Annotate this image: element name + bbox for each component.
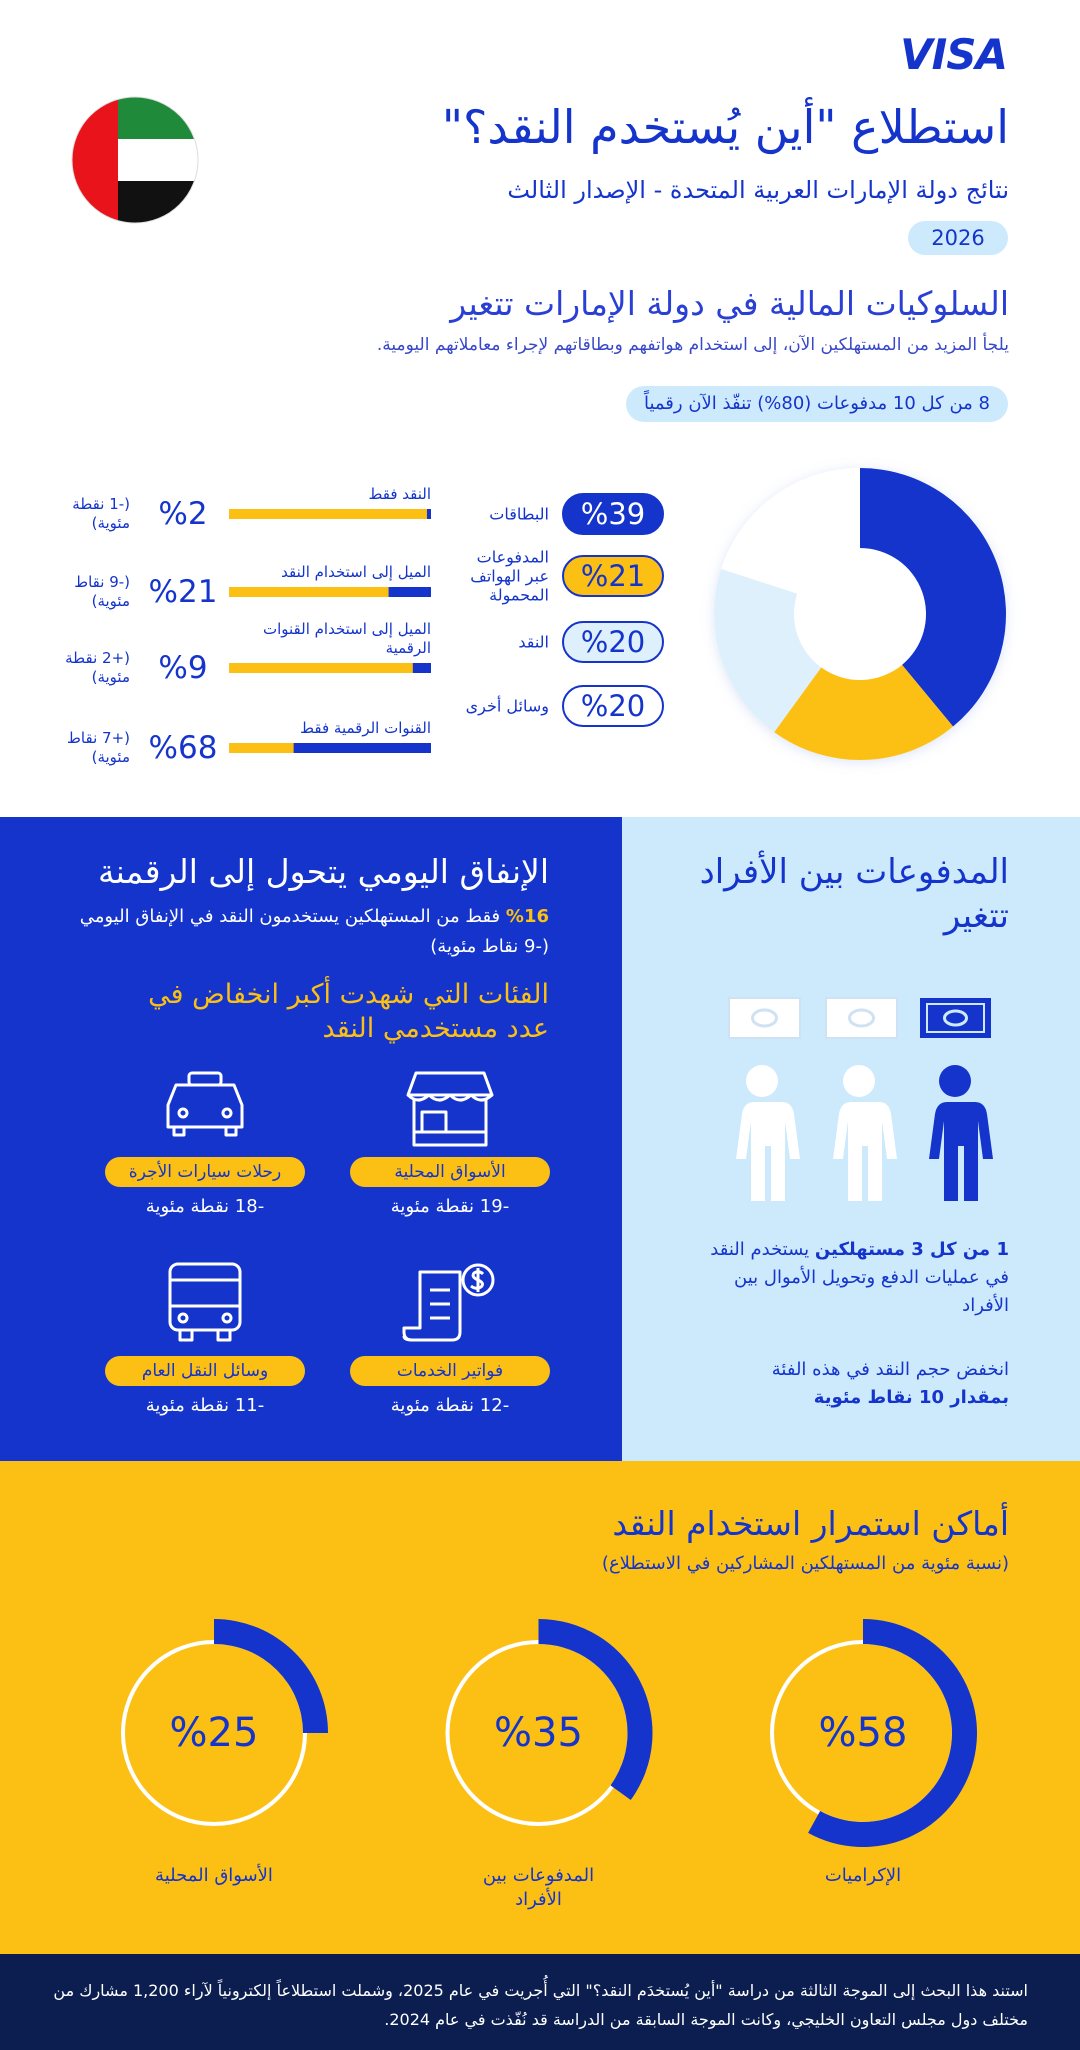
places-panel: [0, 1461, 1080, 1954]
category-change: -11 نقطة مئوية: [145, 1395, 265, 1416]
donut-segment: [774, 664, 954, 760]
gauge-label: الإكراميات: [824, 1865, 902, 1886]
spending-heading: الإنفاق اليومي يتحول إلى الرقمنة: [97, 852, 549, 891]
spending-panel: [0, 817, 622, 1461]
year-pill: 2026: [908, 221, 1008, 255]
legend-label: المدفوعات عبر الهواتف المحمولة: [470, 547, 549, 605]
spending-text-body: فقط من المستهلكين يستخدمون النقد في الإن…: [79, 906, 549, 957]
p2p-decline-bold: بمقدار 10 نقاط مئوية: [813, 1387, 1009, 1408]
legend-value: %20: [562, 685, 664, 727]
category-pill: الأسواق المحلية: [350, 1157, 550, 1187]
gauge-value: %58: [818, 1710, 908, 1756]
gauge-arc: [808, 1619, 978, 1847]
bar-value: %9: [158, 650, 208, 686]
category-pill: رحلات سيارات الأجرة: [105, 1157, 305, 1187]
gauge-arc: [214, 1619, 328, 1733]
category-change: -12 نقطة مئوية: [390, 1395, 510, 1416]
spending-icons: [166, 1071, 495, 1342]
subtitle: نتائج دولة الإمارات العربية المتحدة - ال…: [507, 176, 1009, 204]
bar-track: [229, 663, 431, 673]
spending-highlight: %16: [505, 906, 549, 927]
bar-change: (+2 نقطة مئوية): [65, 649, 130, 686]
legend-label: البطاقات: [489, 504, 549, 524]
bar-label: الميل إلى استخدام القنوات الرقمية: [262, 620, 431, 657]
gauge-label: المدفوعات بين الأفراد: [482, 1865, 595, 1910]
bar-value: %2: [158, 496, 208, 532]
visa-logo: VISA: [900, 30, 1008, 79]
legend-value: %21: [562, 555, 664, 597]
title: استطلاع "أين يُستخدم النقد؟": [441, 100, 1009, 154]
p2p-decline: انخفض حجم النقد في هذه الفئة بمقدار 10 ن…: [709, 1356, 1009, 1412]
bar-value: %68: [148, 730, 218, 766]
bar-change: (-9 نقاط مئوية): [74, 573, 130, 610]
category-pill: وسائل النقل العام: [105, 1356, 305, 1386]
legend-value: %39: [562, 493, 664, 535]
legend-label: وسائل أخرى: [465, 696, 549, 716]
gauge-value: %25: [169, 1710, 259, 1756]
footer-panel: [0, 1954, 1080, 2050]
p2p-decline-text: انخفض حجم النقد في هذه الفئة: [771, 1359, 1009, 1380]
charts: [121, 468, 1007, 1847]
banknote-icons: [728, 997, 991, 1039]
donut-segment: [714, 568, 822, 733]
bar-track: [229, 509, 431, 519]
bar-label: النقد فقط: [368, 485, 432, 503]
behaviors-heading: السلوكيات المالية في دولة الإمارات تتغير: [450, 284, 1009, 323]
behaviors-text: يلجأ المزيد من المستهلكين الآن، إلى استخ…: [376, 335, 1009, 355]
gauge-label: الأسواق المحلية: [155, 1865, 273, 1886]
spending-text: %16 فقط من المستهلكين يستخدمون النقد في …: [79, 902, 549, 962]
flag-rim: [71, 96, 199, 224]
donut-segment: [860, 468, 1007, 727]
bar-label: القنوات الرقمية فقط: [300, 719, 431, 737]
gauge-value: %35: [494, 1710, 583, 1756]
bar-value: %21: [148, 574, 218, 610]
p2p-stat-bold: 1 من كل 3 مستهلكين: [814, 1239, 1009, 1260]
bar: [293, 743, 431, 753]
bar: [426, 509, 431, 519]
donut-segment: [721, 468, 860, 594]
bar: [412, 663, 431, 673]
places-heading: أماكن استمرار استخدام النقد: [612, 1504, 1009, 1543]
people-icons: [736, 1065, 993, 1201]
bar-change: (-1 نقطة مئوية): [72, 495, 130, 532]
bar: [388, 587, 431, 597]
bar-label: الميل إلى استخدام النقد: [281, 563, 431, 581]
uae-flag: [72, 97, 198, 223]
bar-change: (+7 نقاط مئوية): [67, 729, 130, 766]
p2p-stat-text: يستخدم النقد في عمليات الدفع وتحويل الأم…: [710, 1239, 1009, 1316]
digital-badge: 8 من كل 10 مدفوعات (80%) تنفّذ الآن رقمي…: [625, 386, 1008, 422]
category-change: -18 نقطة مئوية: [145, 1196, 265, 1217]
places-subheading: (نسبة مئوية من المستهلكين المشاركين في ا…: [601, 1553, 1009, 1574]
bar-track: [229, 587, 431, 597]
spending-subheading: الفئات التي شهدت أكبر انخفاض في عدد مستخ…: [148, 979, 549, 1044]
footer-text: استند هذا البحث إلى الموجة الثالثة من در…: [53, 1981, 1028, 2029]
p2p-heading: المدفوعات بين الأفراد تتغير: [699, 852, 1009, 936]
gauge-arc: [538, 1619, 653, 1801]
category-change: -19 نقطة مئوية: [390, 1196, 510, 1217]
category-pill: فواتير الخدمات: [350, 1356, 550, 1386]
legend-value: %20: [562, 621, 664, 663]
legend-label: النقد: [518, 632, 549, 652]
p2p-stat: 1 من كل 3 مستهلكين يستخدم النقد في عمليا…: [699, 1236, 1009, 1320]
